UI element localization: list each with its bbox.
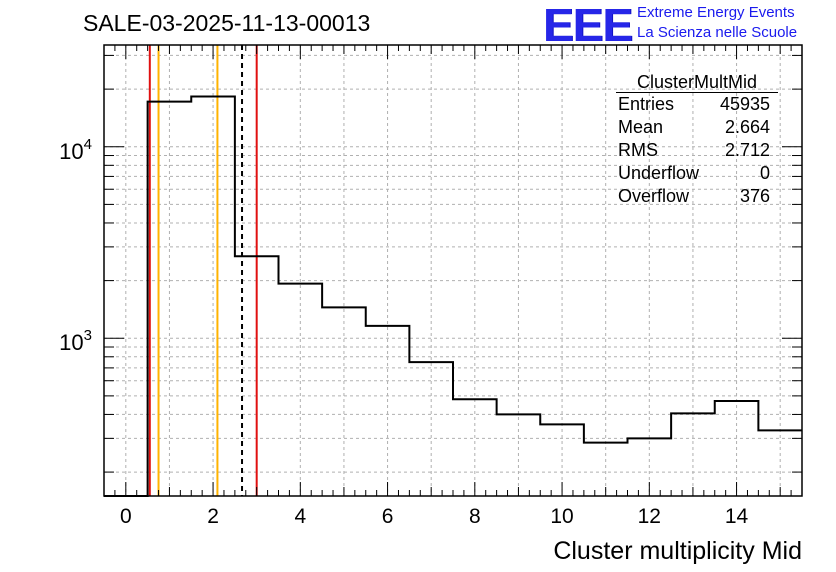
stats-label: Overflow [618,186,690,206]
stats-value: 2.712 [724,140,770,160]
stats-row-underflow: Underflow 0 [618,162,778,185]
stats-label: RMS [618,140,658,160]
stats-value: 2.664 [724,117,770,137]
histogram-bin [758,430,802,496]
stats-label: Mean [618,117,664,137]
eee-logo: EEE [543,0,633,51]
stats-row-overflow: Overflow 376 [618,185,778,208]
stats-value: 45935 [719,94,770,114]
stats-row-rms: RMS 2.712 [618,139,778,162]
logo-line-1: Extreme Energy Events [637,4,795,21]
y-tick-label: 104 [59,136,92,164]
x-tick-label: 4 [294,505,306,528]
stats-label: Entries [618,94,675,114]
x-tick-label: 6 [382,505,394,528]
x-tick-label: 2 [207,505,219,528]
stats-row-mean: Mean 2.664 [618,116,778,139]
x-tick-label: 12 [638,505,661,528]
stats-value: 0 [759,163,770,183]
stats-value: 376 [739,186,770,206]
histogram-outline [104,95,802,497]
plot-title: SALE-03-2025-11-13-00013 [83,10,371,36]
logo-line-2: La Scienza nelle Scuole [637,24,798,41]
stats-row-entries: Entries 45935 [618,93,778,116]
x-tick-label: 10 [550,505,573,528]
stats-title: ClusterMultMid [616,72,778,93]
x-tick-label: 0 [120,505,132,528]
stats-label: Underflow [618,163,700,183]
x-axis-label: Cluster multiplicity Mid [553,537,802,565]
x-tick-label: 8 [469,505,481,528]
y-tick-label: 103 [59,327,92,355]
x-tick-label: 14 [725,505,749,528]
stats-box: ClusterMultMid Entries 45935 Mean 2.664 … [610,72,778,208]
